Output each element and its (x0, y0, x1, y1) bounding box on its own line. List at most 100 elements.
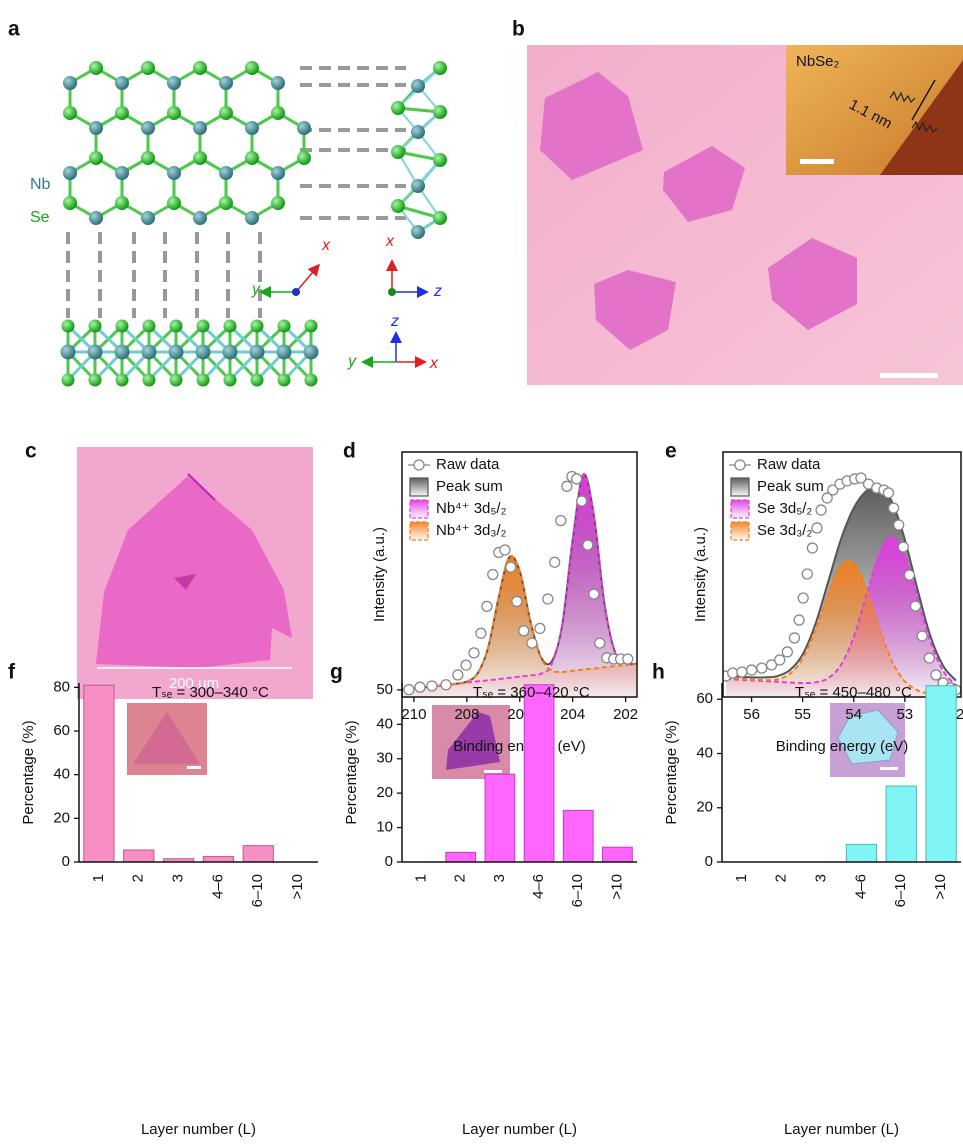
x-tick-label: 208 (454, 706, 479, 723)
atom (391, 145, 405, 159)
axis-letter: x (385, 233, 395, 250)
data-point (571, 473, 583, 485)
y-tick-label: 0 (705, 853, 713, 870)
legend-swatch (730, 477, 750, 497)
afm-line (911, 79, 936, 121)
panel-label: d (343, 440, 356, 463)
plot-frame (722, 451, 962, 698)
flake-defect (174, 574, 196, 590)
x-tick-label: >10 (932, 874, 949, 899)
x-tick-label: 4–6 (530, 874, 547, 899)
bar (83, 684, 115, 863)
bar (845, 843, 878, 863)
atom (193, 121, 207, 135)
x-tick-label: 3 (170, 874, 187, 882)
x-tick-label: 1 (413, 874, 430, 882)
atom (115, 373, 129, 387)
data-point (793, 614, 805, 626)
atom (296, 151, 311, 165)
legend-label: Peak sum (757, 478, 824, 495)
atom (142, 373, 156, 387)
atom (270, 76, 285, 90)
data-point (821, 492, 833, 504)
x-tick-label: 6–10 (249, 874, 266, 907)
atom (411, 79, 425, 93)
afm-profile (889, 90, 916, 104)
atom (223, 319, 237, 333)
data-point (756, 662, 768, 674)
atom (63, 106, 78, 120)
atom (193, 61, 207, 75)
bar (484, 773, 516, 863)
atom (141, 121, 155, 135)
data-point (582, 539, 594, 551)
scale-bar (880, 767, 898, 770)
scale-label: 200 μm (169, 675, 219, 692)
atom (193, 211, 207, 225)
atom (63, 76, 78, 90)
data-point (788, 632, 801, 644)
atom (61, 319, 75, 333)
flake (540, 72, 643, 180)
panel-label: f (8, 661, 16, 684)
data-point (549, 556, 561, 568)
atom (140, 151, 155, 165)
legend-marker (413, 459, 425, 471)
atom (141, 61, 155, 75)
scale-bar (187, 766, 201, 769)
panel-label: a (8, 18, 20, 41)
axis-dot (292, 288, 300, 296)
area-fill (403, 556, 637, 697)
atom (63, 166, 78, 180)
atom (141, 211, 155, 225)
y-tick-label: 10 (376, 819, 393, 836)
atom (391, 199, 405, 213)
x-tick-label: 3 (491, 874, 508, 882)
y-tick-label: 20 (53, 809, 70, 826)
x-axis-title: Layer number (L) (784, 1121, 899, 1138)
data-point (887, 502, 900, 514)
atom (115, 166, 129, 180)
inset-image (830, 703, 905, 777)
bar (242, 845, 274, 863)
atom (88, 319, 102, 333)
atom (250, 319, 264, 333)
atom (433, 105, 447, 119)
atom-label: Nb (30, 176, 51, 193)
atom (277, 373, 291, 387)
atom (433, 61, 447, 75)
scale-bar (880, 373, 938, 378)
afm-profile (911, 120, 938, 134)
data-point (426, 680, 438, 692)
flake (768, 238, 857, 330)
atom (303, 344, 319, 360)
x-tick-label: 1 (90, 874, 107, 882)
x-tick-label: 210 (401, 706, 426, 723)
data-point (774, 654, 786, 666)
atom (244, 151, 259, 165)
flake (837, 709, 899, 765)
atom (166, 106, 181, 120)
atom (270, 196, 285, 210)
panel-label: c (25, 440, 37, 463)
y-tick-label: 40 (53, 766, 70, 783)
annotation: Tₛₑ = 300–340 °C (152, 684, 269, 701)
data-point (440, 679, 452, 691)
panel-label: b (512, 18, 525, 41)
panel-label: e (665, 440, 677, 463)
data-point (916, 630, 928, 642)
atom (276, 344, 292, 360)
plot-area (723, 472, 961, 697)
data-point (518, 625, 530, 637)
legend-swatch (730, 499, 750, 519)
x-tick-label: 3 (813, 874, 830, 882)
x-axis-title: Binding energy (eV) (453, 738, 586, 755)
data-point (811, 522, 823, 534)
axis-letter: y (251, 281, 261, 298)
atom (63, 196, 78, 210)
data-point (468, 647, 480, 659)
atom (223, 373, 237, 387)
bar (202, 856, 235, 863)
y-tick-label: 60 (53, 722, 70, 739)
